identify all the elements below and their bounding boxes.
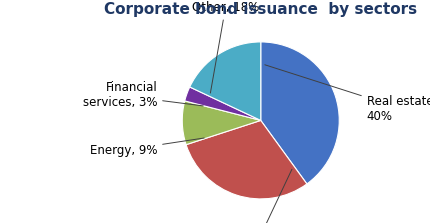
Text: Energy, 9%: Energy, 9%: [89, 138, 204, 157]
Wedge shape: [184, 87, 260, 120]
Wedge shape: [182, 101, 260, 145]
Text: Real estate,
40%: Real estate, 40%: [264, 65, 430, 123]
Title: Corporate bond issuance  by sectors: Corporate bond issuance by sectors: [104, 2, 416, 17]
Wedge shape: [186, 120, 306, 199]
Text: Financial
services, 3%: Financial services, 3%: [83, 81, 203, 109]
Wedge shape: [189, 42, 260, 120]
Text: Bank, 30%: Bank, 30%: [229, 169, 292, 223]
Text: Other, 18%: Other, 18%: [191, 2, 258, 93]
Wedge shape: [260, 42, 338, 184]
